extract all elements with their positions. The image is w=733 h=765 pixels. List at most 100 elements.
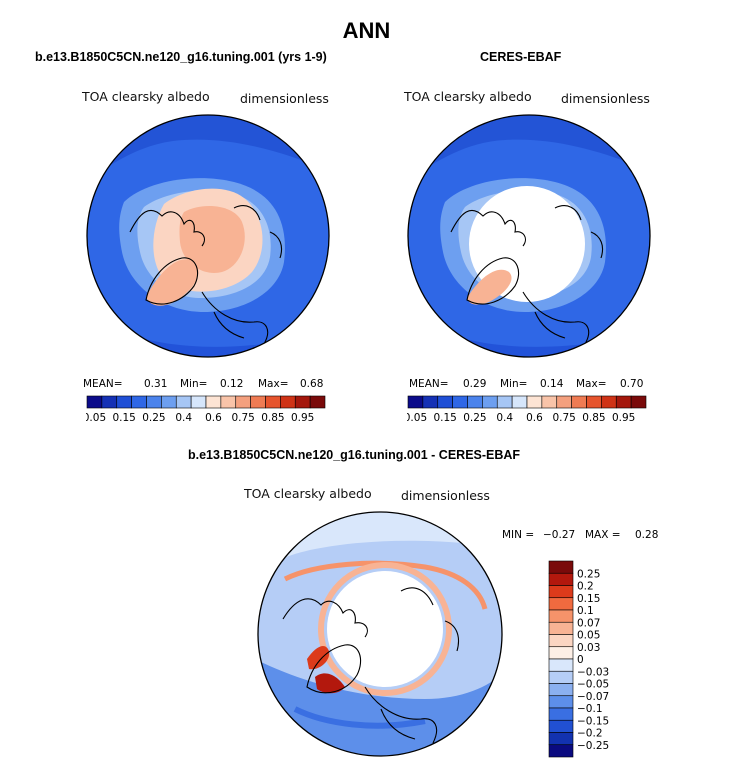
panel-obs-mean-label: MEAN= — [409, 378, 449, 390]
colorbar-tick-label: 0.15 — [433, 412, 456, 423]
colorbar-tick-label: 0.25 — [577, 568, 600, 580]
colorbar-swatch — [422, 395, 439, 409]
colorbar-tick-label: −0.15 — [577, 715, 609, 727]
colorbar-swatch — [548, 683, 574, 697]
colorbar-tick-label: −0.05 — [577, 679, 609, 691]
colorbar-swatch — [161, 395, 177, 409]
colorbar-swatch — [548, 585, 574, 599]
colorbar-tick-label: 0 — [577, 654, 584, 666]
positive-anomaly-ring — [283, 560, 488, 610]
panel-model-mean-value: 0.31 — [144, 378, 168, 390]
panel-diff-field-label: TOA clearsky albedo — [244, 486, 372, 501]
colorbar-swatch — [309, 395, 326, 409]
colorbar-swatch — [548, 634, 574, 648]
colorbar-tick-label: 0.2 — [577, 581, 594, 593]
colorbar-swatch — [190, 395, 207, 409]
greenland — [146, 259, 199, 306]
colorbar-swatch — [175, 395, 192, 409]
colorbar-swatch — [548, 572, 574, 586]
panel-model-mean-label: MEAN= — [83, 378, 123, 390]
colorbar-swatch — [146, 395, 162, 409]
positive-anomaly-ring — [318, 562, 452, 696]
colorbar-tick-label: 0.85 — [261, 412, 284, 423]
panel-obs-max-value: 0.70 — [620, 378, 644, 390]
colorbar-swatch — [548, 560, 574, 574]
panel-diff-max-value: 0.28 — [635, 529, 659, 541]
colorbar-tick-label: −0.03 — [577, 666, 609, 678]
panel-obs-max-label: Max= — [576, 378, 607, 390]
colorbar-swatch — [548, 621, 574, 635]
panel-diff-max-label: MAX = — [585, 529, 621, 541]
colorbar-tick-label: 0.75 — [552, 412, 575, 423]
colorbar-swatch — [467, 395, 483, 409]
colorbar-swatch — [205, 395, 222, 409]
colorbar-swatch — [407, 395, 424, 409]
colorbar-swatch — [235, 395, 251, 409]
colorbar-tick-label: −0.07 — [577, 691, 609, 703]
colorbar-swatch — [548, 744, 574, 758]
colorbar-tick-label: 0.03 — [577, 642, 600, 654]
map-border — [407, 114, 651, 358]
colorbar-swatch — [548, 597, 574, 611]
panel-model-field-label: TOA clearsky albedo — [82, 89, 210, 104]
colorbar-tick-label: 0.4 — [496, 412, 513, 423]
panel-obs-map — [407, 114, 651, 358]
colorbar-tick-label: 0.25 — [142, 412, 165, 423]
figure-title: ANN — [342, 18, 391, 43]
panel-diff-map — [257, 511, 503, 757]
panel-obs-title: CERES-EBAF — [480, 50, 562, 64]
colorbar-swatch — [548, 695, 574, 709]
panel-obs-units-label: dimensionless — [561, 91, 650, 106]
colorbar-swatch — [452, 395, 468, 409]
colorbar-swatch — [131, 395, 147, 409]
colorbar-swatch — [220, 395, 237, 409]
colorbar-swatch — [511, 395, 528, 409]
panel-diff-units-label: dimensionless — [401, 488, 490, 503]
colorbar-swatch — [250, 395, 266, 409]
colorbar-tick-label: 0.05 — [86, 412, 106, 423]
colorbar-swatch — [548, 670, 574, 684]
panel-model-title: b.e13.B1850C5CN.ne120_g16.tuning.001 (yr… — [35, 50, 327, 64]
colorbar-swatch — [101, 395, 118, 409]
colorbar-swatch — [496, 395, 513, 409]
colorbar-tick-label: −0.25 — [577, 740, 609, 752]
panel-model-min-value: 0.12 — [220, 378, 244, 390]
panel-diff-title: b.e13.B1850C5CN.ne120_g16.tuning.001 - C… — [188, 448, 521, 462]
colorbar-swatch — [548, 609, 574, 623]
panel-model-max-label: Max= — [258, 378, 289, 390]
colorbar-swatch — [548, 658, 574, 672]
colorbar-tick-label: 0.25 — [463, 412, 486, 423]
colorbar-tick-label: −0.2 — [577, 728, 603, 740]
colorbar-swatch — [586, 395, 602, 409]
map-border — [86, 114, 330, 358]
colorbar-tick-label: 0.95 — [291, 412, 314, 423]
colorbar-swatch — [280, 395, 296, 409]
colorbar-swatch — [615, 395, 632, 409]
panel-diff-min-label: MIN = — [502, 529, 535, 541]
colorbar-tick-label: 0.75 — [231, 412, 254, 423]
colorbar-swatch — [482, 395, 498, 409]
coastlines — [450, 205, 604, 345]
panel-model-units-label: dimensionless — [240, 91, 329, 106]
colorbar-tick-label: 0.07 — [577, 617, 600, 629]
missing-data-disc — [327, 571, 443, 687]
colorbar-swatch — [571, 395, 587, 409]
colorbar-tick-label: 0.05 — [577, 630, 600, 642]
panel-model-colorbar: 0.05 0.15 0.25 0.4 0.6 0.75 0.85 0.95 — [86, 395, 326, 423]
colorbar-swatch — [265, 395, 281, 409]
negative-anomaly-band — [293, 706, 426, 729]
colorbar-swatch — [116, 395, 132, 409]
positive-anomaly-hotspot — [315, 673, 345, 694]
colorbar-tick-label: 0.95 — [612, 412, 635, 423]
colorbar-tick-label: 0.1 — [577, 605, 594, 617]
map-border — [257, 511, 503, 757]
colorbar-swatch — [541, 395, 558, 409]
colorbar-tick-label: 0.15 — [112, 412, 135, 423]
panel-model-map — [86, 114, 330, 358]
panel-obs-field-label: TOA clearsky albedo — [404, 89, 532, 104]
colorbar-swatch — [548, 719, 574, 733]
panel-model-max-value: 0.68 — [300, 378, 324, 390]
colorbar-tick-label: −0.1 — [577, 703, 603, 715]
panel-obs-mean-value: 0.29 — [463, 378, 487, 390]
colorbar-tick-label: 0.85 — [582, 412, 605, 423]
